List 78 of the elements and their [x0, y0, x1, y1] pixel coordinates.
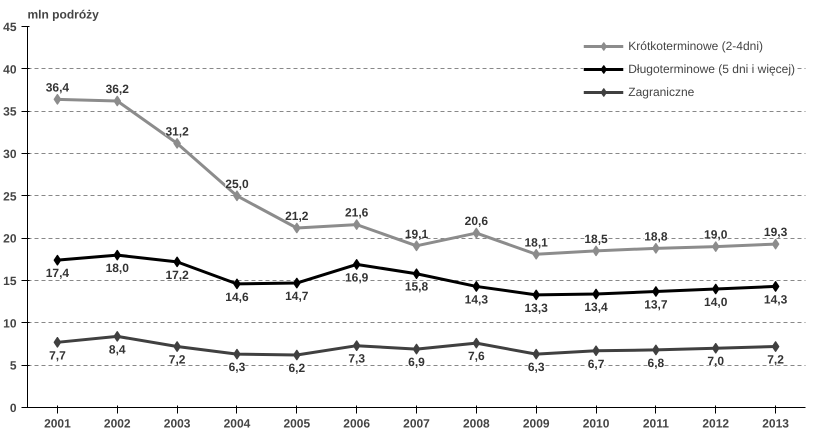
- point: [292, 278, 301, 289]
- data-label: 21,2: [285, 209, 309, 224]
- point: [532, 289, 540, 300]
- data-label: 14,3: [464, 292, 488, 306]
- legend-label: Długoterminowe (5 dni i więcej): [628, 62, 795, 76]
- y-tick-label: 0: [10, 401, 17, 415]
- point: [292, 350, 301, 361]
- point: [712, 283, 720, 294]
- x-tick-label: 2009: [522, 416, 550, 430]
- data-label: 6,2: [288, 361, 306, 376]
- data-label: 18,0: [106, 261, 130, 276]
- y-tick-label: 40: [3, 62, 17, 76]
- y-tick-label: 35: [3, 104, 17, 119]
- y-axis-title: mln podróży: [28, 8, 100, 22]
- point: [532, 248, 540, 260]
- data-label: 13,4: [584, 300, 608, 314]
- x-tick-label: 2005: [283, 416, 310, 430]
- data-label: 14,7: [285, 289, 309, 304]
- data-label: 6,8: [648, 356, 665, 370]
- y-tick-label: 45: [3, 20, 17, 34]
- data-label: 18,1: [524, 235, 548, 250]
- data-label: 31,2: [165, 124, 190, 138]
- x-tick-label: 2010: [582, 416, 610, 430]
- data-label: 7,2: [767, 352, 784, 367]
- y-tick-label: 10: [3, 316, 17, 330]
- x-tick-label: 2011: [642, 416, 670, 430]
- data-label: 17,4: [46, 266, 70, 280]
- data-label: 16,9: [344, 270, 369, 284]
- data-label: 25,0: [225, 176, 249, 191]
- point: [532, 348, 540, 360]
- y-tick-label: 25: [3, 189, 17, 204]
- x-tick-label: 2004: [224, 416, 251, 430]
- data-label: 14,3: [764, 292, 788, 306]
- data-label: 19,1: [404, 226, 429, 241]
- legend-label: Krótkoterminowe (2-4dni): [628, 39, 763, 53]
- point: [712, 342, 720, 354]
- data-label: 15,8: [404, 280, 429, 294]
- data-label: 18,5: [584, 232, 608, 246]
- x-tick-label: 2001: [44, 416, 72, 430]
- data-label: 7,0: [707, 354, 724, 368]
- point: [292, 222, 301, 234]
- x-tick-label: 2008: [463, 416, 490, 430]
- data-label: 19,0: [704, 228, 728, 242]
- data-label: 17,2: [165, 268, 190, 282]
- point: [113, 330, 122, 342]
- y-tick-label: 20: [3, 232, 17, 246]
- data-label: 7,3: [348, 352, 366, 366]
- data-label: 18,8: [644, 229, 668, 244]
- x-tick-label: 2002: [104, 416, 131, 430]
- data-label: 36,2: [106, 82, 130, 96]
- data-label: 36,4: [46, 80, 70, 94]
- x-tick-label: 2013: [762, 416, 790, 430]
- data-label: 8,4: [108, 342, 126, 356]
- x-tick-label: 2012: [702, 416, 730, 430]
- legend-label: Zagraniczne: [628, 85, 694, 99]
- data-label: 6,7: [588, 356, 605, 371]
- data-label: 14,6: [225, 290, 249, 304]
- point: [113, 250, 122, 261]
- data-label: 13,7: [644, 298, 668, 312]
- data-label: 7,6: [468, 349, 486, 364]
- point: [113, 96, 122, 107]
- data-label: 7,2: [168, 352, 186, 367]
- data-label: 6,9: [408, 355, 426, 370]
- data-label: 7,7: [49, 348, 66, 362]
- x-tick-label: 2007: [403, 416, 430, 430]
- y-tick-label: 30: [3, 147, 17, 161]
- y-tick-label: 15: [3, 274, 17, 288]
- data-label: 21,6: [344, 206, 369, 220]
- data-label: 19,3: [764, 225, 788, 240]
- x-tick-label: 2006: [343, 416, 370, 430]
- data-label: 13,3: [524, 300, 548, 315]
- point: [712, 241, 720, 252]
- data-label: 6,3: [228, 360, 246, 374]
- x-tick-label: 2003: [164, 416, 191, 430]
- data-label: 6,3: [528, 360, 545, 374]
- data-label: 14,0: [704, 294, 728, 309]
- y-tick-label: 5: [10, 358, 17, 373]
- data-label: 20,6: [464, 214, 488, 228]
